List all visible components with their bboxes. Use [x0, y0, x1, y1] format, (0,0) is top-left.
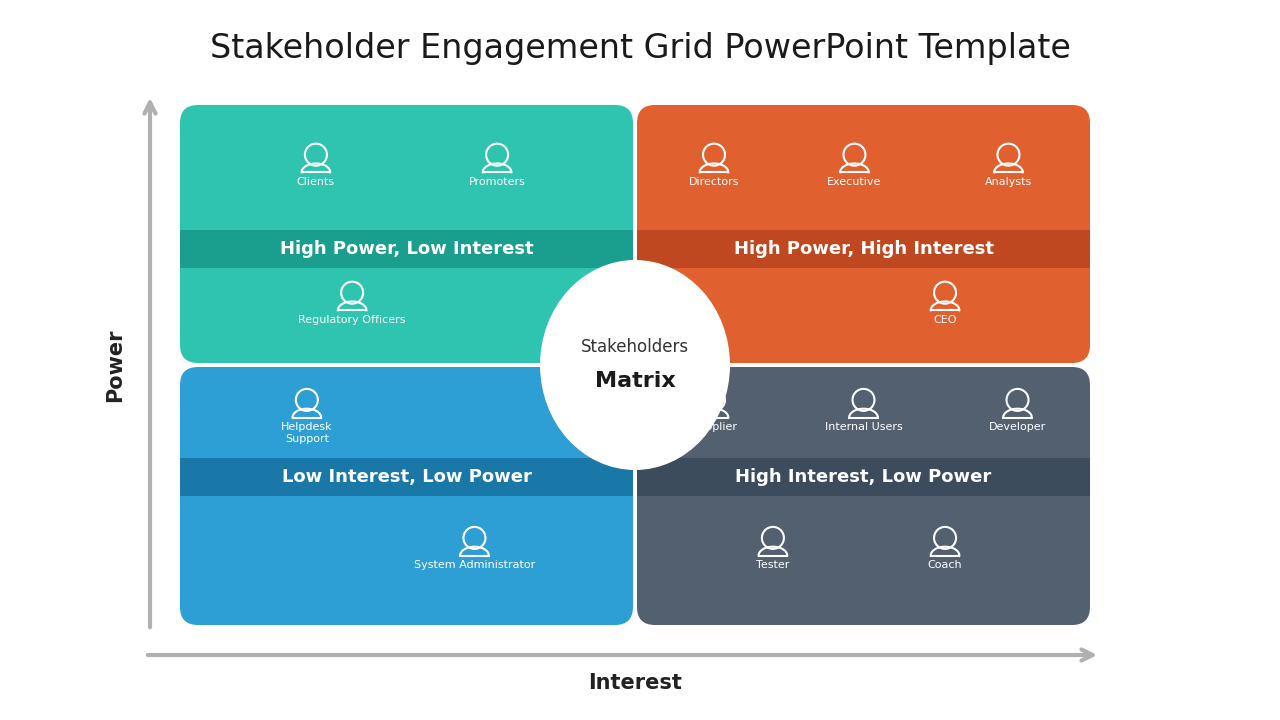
FancyBboxPatch shape	[637, 105, 1091, 363]
Text: High Power, Low Interest: High Power, Low Interest	[280, 240, 534, 258]
Bar	[180, 230, 634, 268]
Ellipse shape	[540, 260, 730, 470]
Bar	[637, 458, 1091, 496]
Text: High Interest, Low Power: High Interest, Low Power	[736, 468, 992, 486]
Text: Interest: Interest	[588, 673, 682, 693]
Text: Stakeholders: Stakeholders	[581, 338, 689, 356]
Text: Internal Users: Internal Users	[824, 422, 902, 432]
Text: Stakeholder Engagement Grid PowerPoint Template: Stakeholder Engagement Grid PowerPoint T…	[210, 32, 1070, 65]
Text: Low Interest, Low Power: Low Interest, Low Power	[282, 468, 531, 486]
Text: Matrix: Matrix	[595, 371, 676, 391]
Text: Power: Power	[105, 328, 125, 402]
Text: Supplier: Supplier	[691, 422, 737, 432]
Text: CEO: CEO	[933, 315, 956, 325]
Text: Analysts: Analysts	[984, 176, 1032, 186]
FancyBboxPatch shape	[180, 105, 634, 363]
Text: Coach: Coach	[928, 560, 963, 570]
Text: Helpdesk
Support: Helpdesk Support	[282, 422, 333, 444]
Text: Executive: Executive	[827, 176, 882, 186]
Text: Directors: Directors	[689, 176, 740, 186]
Bar	[637, 230, 1091, 268]
Text: Promoters: Promoters	[468, 176, 526, 186]
Text: High Power, High Interest: High Power, High Interest	[733, 240, 993, 258]
Text: Tester: Tester	[756, 560, 790, 570]
Text: System Administrator: System Administrator	[413, 560, 535, 570]
Text: Developer: Developer	[989, 422, 1046, 432]
FancyBboxPatch shape	[637, 367, 1091, 625]
Bar	[180, 458, 634, 496]
FancyBboxPatch shape	[180, 367, 634, 625]
Text: Regulatory Officers: Regulatory Officers	[298, 315, 406, 325]
Text: Clients: Clients	[297, 176, 335, 186]
